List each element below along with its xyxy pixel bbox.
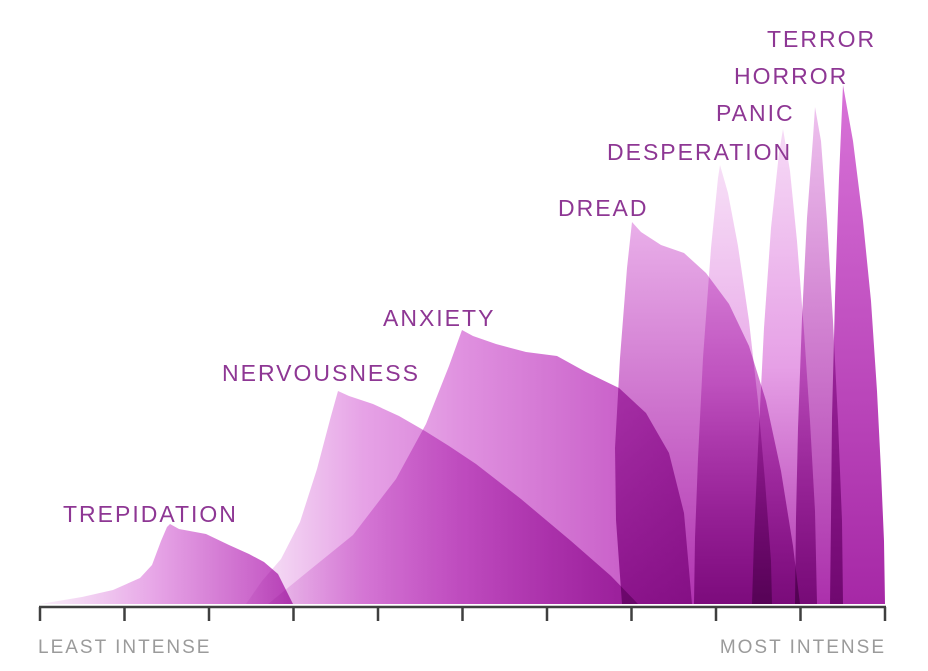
area-terror xyxy=(830,85,885,604)
axis-label-most-intense: MOST INTENSE xyxy=(719,637,886,658)
emotion-label-trepidation: TREPIDATION xyxy=(63,501,238,527)
axis-label-least-intense: LEAST INTENSE xyxy=(38,637,212,658)
emotion-label-terror: TERROR xyxy=(767,26,877,52)
area-desperation xyxy=(694,165,772,604)
emotion-label-anxiety: ANXIETY xyxy=(383,305,496,331)
emotion-label-desperation: DESPERATION xyxy=(607,139,793,165)
emotion-label-dread: DREAD xyxy=(558,195,649,221)
area-anxiety xyxy=(268,330,692,604)
emotion-label-panic: PANIC xyxy=(716,100,795,126)
area-horror xyxy=(795,107,843,604)
emotion-label-nervousness: NERVOUSNESS xyxy=(222,360,420,386)
area-trepidation xyxy=(40,524,293,604)
emotion-label-horror: HORROR xyxy=(734,63,849,89)
